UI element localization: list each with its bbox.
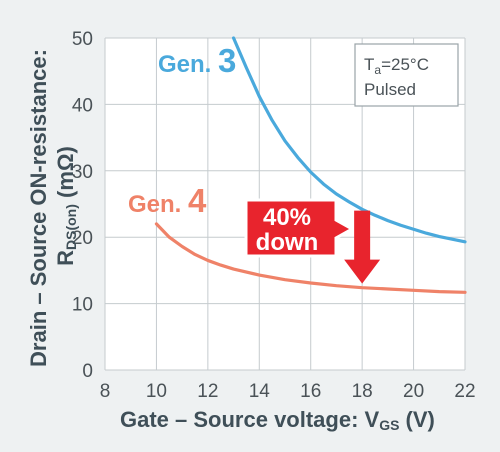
y-axis-label-unit: (mΩ) xyxy=(53,146,78,204)
condition-mode: Pulsed xyxy=(364,80,416,99)
y-tick-label: 20 xyxy=(72,228,93,249)
y-tick-label: 50 xyxy=(72,29,93,50)
y-tick-label: 40 xyxy=(72,95,93,116)
condition-ta-sub: a xyxy=(374,63,381,77)
callout-box xyxy=(244,198,356,258)
x-tick-label: 8 xyxy=(100,381,111,402)
x-tick-label: 12 xyxy=(197,381,218,402)
x-tick-label: 10 xyxy=(146,381,167,402)
series-line-gen4 xyxy=(154,222,467,294)
legend-gen4-prefix: Gen. xyxy=(128,191,188,218)
reduction-callout: 40% down xyxy=(244,198,381,284)
legend-gen3: Gen. 3 xyxy=(158,42,236,79)
legend-gen4: Gen. 4 xyxy=(128,182,207,219)
x-tick-label: 16 xyxy=(300,381,321,402)
condition-ta-main: T xyxy=(364,55,374,74)
condition-temperature: Ta=25°C xyxy=(364,55,429,77)
legend-gen4-number: 4 xyxy=(188,182,207,219)
series-line-gen3 xyxy=(231,36,467,244)
x-tick-label: 22 xyxy=(454,381,475,402)
x-axis-label-sub: GS xyxy=(379,417,399,433)
conditions-box: Ta=25°C Pulsed xyxy=(354,43,459,107)
y-tick-label: 30 xyxy=(72,162,93,183)
x-axis-label-main: Gate – Source voltage: V xyxy=(120,407,380,432)
y-axis-label-sub: DS(on) xyxy=(63,204,79,250)
y-tick-label: 0 xyxy=(82,361,93,382)
legend-gen3-number: 3 xyxy=(218,42,236,79)
x-axis-label: Gate – Source voltage: VGS (V) xyxy=(120,407,435,433)
x-axis-label-unit: (V) xyxy=(399,407,434,432)
x-tick-label: 14 xyxy=(249,381,271,402)
tick-labels: 8 10 12 14 16 18 20 22 0 10 20 30 40 50 xyxy=(72,29,476,402)
y-axis-label-line2: RDS(on) (mΩ) xyxy=(53,146,79,266)
y-axis-label-main: R xyxy=(53,250,78,266)
legend-gen3-prefix: Gen. xyxy=(158,51,218,78)
condition-ta-value: =25°C xyxy=(381,55,429,74)
x-tick-label: 20 xyxy=(403,381,424,402)
y-tick-label: 10 xyxy=(72,295,93,316)
down-arrow-icon xyxy=(344,210,381,284)
callout-percent: 40% xyxy=(263,204,311,231)
series-lines xyxy=(154,36,467,294)
callout-down: down xyxy=(256,229,319,256)
y-axis-label-line1: Drain – Source ON-resistance: xyxy=(26,49,51,367)
x-tick-label: 18 xyxy=(352,381,373,402)
